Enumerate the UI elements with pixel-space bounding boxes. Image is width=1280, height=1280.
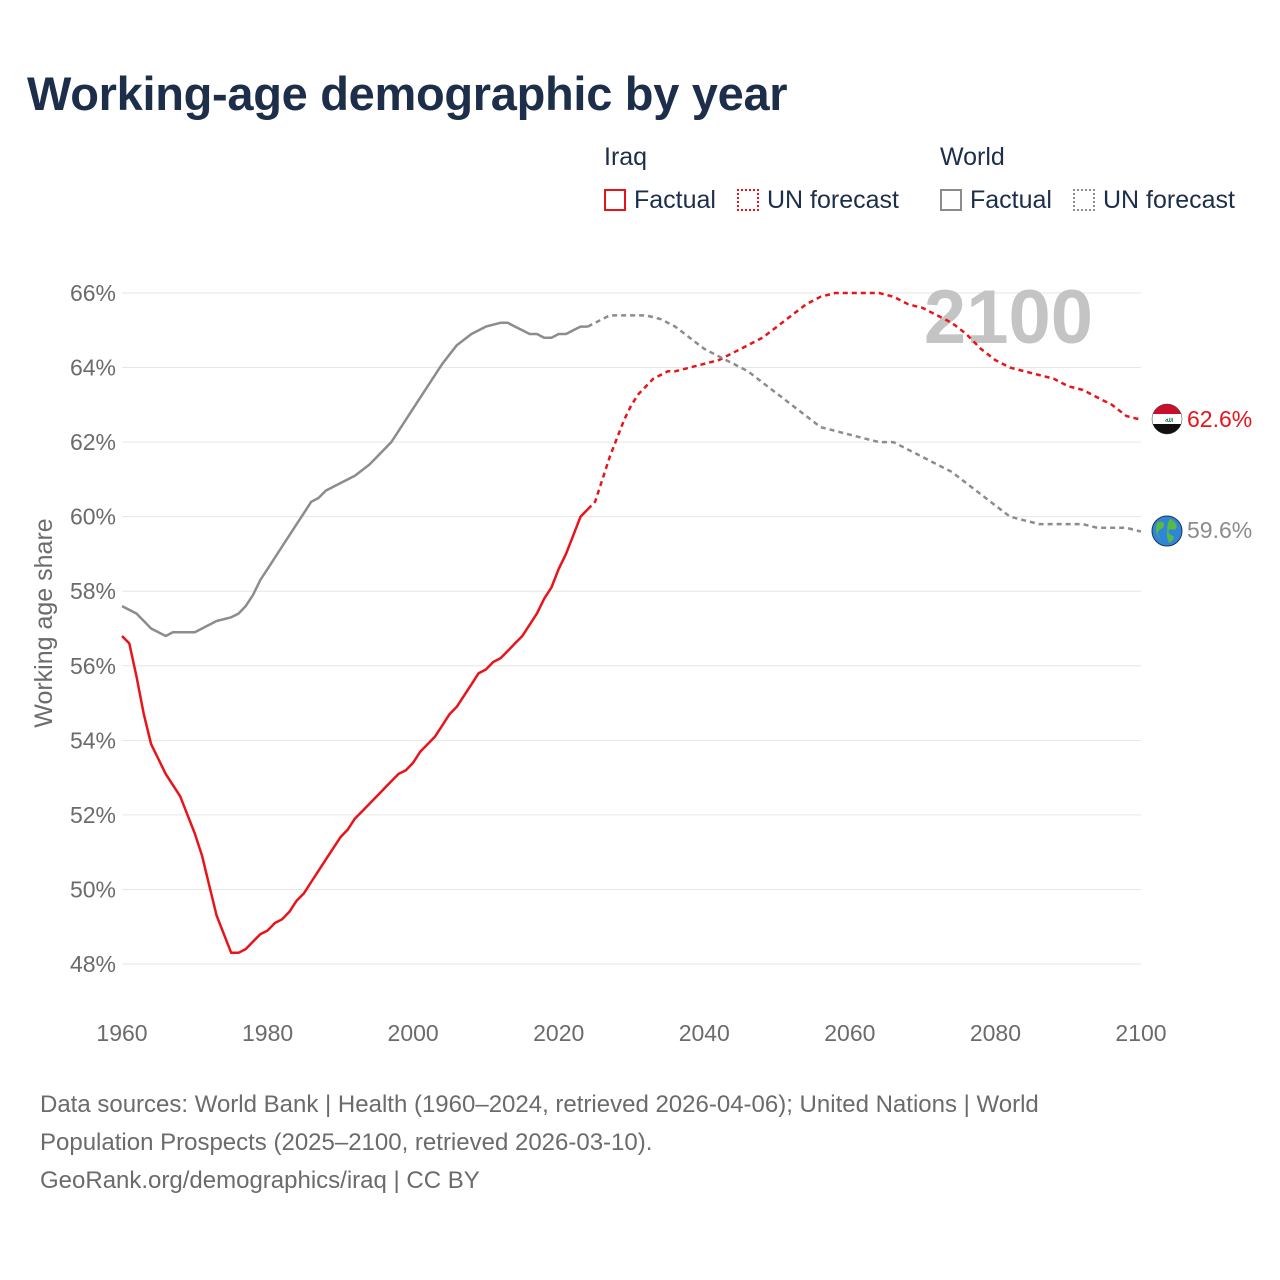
legend-world-forecast[interactable]: UN forecast — [1073, 185, 1235, 215]
y-tick-label: 66% — [70, 280, 116, 306]
y-tick-label: 62% — [70, 429, 116, 455]
y-tick-label: 56% — [70, 653, 116, 679]
svg-text:ﷲ: ﷲ — [1165, 416, 1173, 424]
x-tick-label: 2020 — [533, 1020, 584, 1046]
series-line-world-un-forecast[interactable] — [587, 314, 1142, 533]
legend-label: UN forecast — [1103, 185, 1235, 214]
y-tick-label: 60% — [70, 504, 116, 530]
y-tick-label: 58% — [70, 578, 116, 604]
sources-line-2: Population Prospects (2025–2100, retriev… — [40, 1129, 653, 1156]
legend-group-iraq-title: Iraq — [604, 143, 648, 171]
y-tick-label: 64% — [70, 355, 116, 381]
legend-iraq-forecast[interactable]: UN forecast — [737, 185, 899, 215]
x-axis-ticks: 1960 1980 2000 2020 2040 2060 2080 2100 — [96, 1020, 1166, 1046]
series-line-world-factual[interactable] — [121, 321, 588, 638]
gridlines — [122, 292, 1141, 965]
y-tick-label: 54% — [70, 727, 116, 753]
x-tick-label: 2100 — [1115, 1020, 1166, 1046]
legend-swatch-dotted-grey — [1073, 189, 1095, 211]
legend-iraq-factual[interactable]: Factual — [604, 185, 716, 215]
y-tick-label: 48% — [70, 951, 116, 977]
legend-swatch-solid-grey — [940, 189, 962, 211]
y-axis-label: Working age share — [30, 518, 58, 727]
legend-label: Factual — [970, 185, 1052, 214]
iraq-flag-icon: ﷲ — [1151, 403, 1183, 435]
x-tick-label: 2040 — [679, 1020, 730, 1046]
x-tick-label: 1960 — [96, 1020, 147, 1046]
year-watermark: 2100 — [924, 275, 1093, 360]
series-line-iraq-un-forecast[interactable] — [586, 291, 1142, 511]
legend-swatch-solid-red — [604, 189, 626, 211]
legend-label: Factual — [634, 185, 716, 214]
y-tick-label: 50% — [70, 876, 116, 902]
series-line-iraq-factual[interactable] — [121, 508, 589, 955]
legend-world-factual[interactable]: Factual — [940, 185, 1052, 215]
iraq-end-label: 62.6% — [1187, 406, 1252, 432]
line-chart: 48% 50% 52% 54% 56% 58% 60% 62% 64% 66% 1960 1980 2… — [30, 275, 1252, 1046]
y-axis-ticks: 48% 50% 52% 54% 56% 58% 60% 62% 64% 66% — [70, 280, 116, 977]
x-tick-label: 2000 — [388, 1020, 439, 1046]
chart-title: Working-age demographic by year — [27, 67, 788, 120]
legend-swatch-dotted-red — [737, 189, 759, 211]
legend-group-world-title: World — [940, 143, 1005, 171]
x-tick-label: 2060 — [824, 1020, 875, 1046]
sources-line-3[interactable]: GeoRank.org/demographics/iraq | CC BY — [40, 1167, 480, 1194]
x-tick-label: 2080 — [970, 1020, 1021, 1046]
x-tick-label: 1980 — [242, 1020, 293, 1046]
legend-label: UN forecast — [767, 185, 899, 214]
data-sources: Data sources: World Bank | Health (1960–… — [40, 1086, 1200, 1200]
series-lines — [121, 291, 1142, 955]
globe-icon — [1151, 515, 1183, 547]
y-tick-label: 52% — [70, 802, 116, 828]
world-end-label: 59.6% — [1187, 517, 1252, 543]
sources-line-1: Data sources: World Bank | Health (1960–… — [40, 1091, 1039, 1118]
